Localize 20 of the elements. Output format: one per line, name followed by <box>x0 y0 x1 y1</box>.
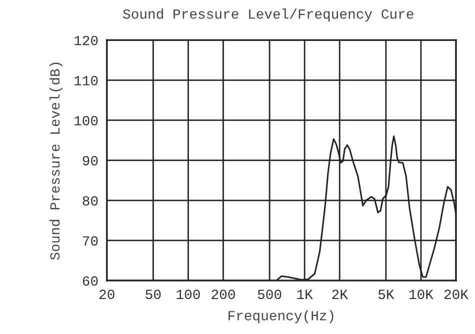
y-tick-label: 90 <box>82 156 98 166</box>
y-axis-title: Sound Pressure Level(dB) <box>49 62 62 260</box>
x-tick-label: 100 <box>176 290 200 300</box>
x-tick-label: 1K <box>297 290 313 299</box>
x-tick-label: 50 <box>146 290 161 300</box>
y-tick-label: 70 <box>82 236 98 246</box>
x-tick-label: 20K <box>444 290 468 300</box>
y-tick-label: 120 <box>74 36 98 46</box>
y-tick-label: 80 <box>82 196 98 206</box>
chart-title: Sound Pressure Level/Frequency Cure <box>123 8 414 22</box>
x-tick-label: 2K <box>332 290 348 299</box>
x-axis-title: Frequency(Hz) <box>228 310 334 324</box>
x-tick-label: 500 <box>258 290 282 300</box>
x-tick-label: 10K <box>409 290 434 300</box>
x-tick-label: 5K <box>378 290 394 300</box>
x-tick-label: 20 <box>100 290 114 300</box>
y-tick-label: 110 <box>74 76 98 86</box>
y-tick-label: 100 <box>74 116 98 126</box>
x-tick-label: 200 <box>212 290 235 300</box>
y-tick-label: 60 <box>82 276 98 286</box>
